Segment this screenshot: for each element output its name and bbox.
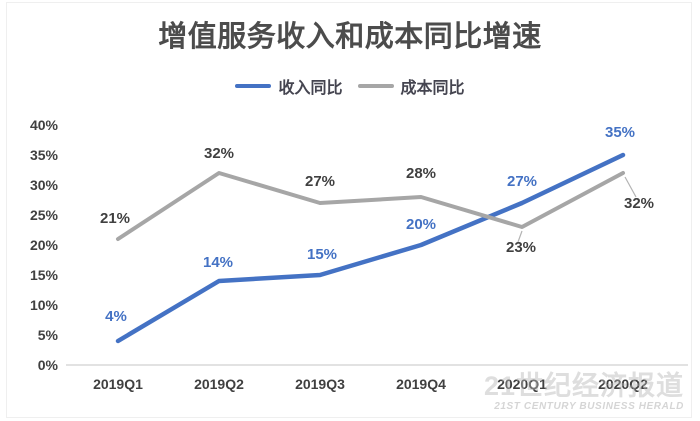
- revenue-line-swatch-icon: [235, 84, 272, 88]
- chart-title: 增值服务收入和成本同比增速: [158, 21, 542, 53]
- data-label: 21%: [100, 210, 130, 227]
- x-axis-label: 2020Q2: [598, 376, 648, 392]
- data-label: 28%: [406, 165, 436, 182]
- legend-label-revenue: 收入同比: [278, 80, 343, 97]
- y-axis-tick: 10%: [30, 297, 59, 313]
- x-axis-label: 2019Q3: [295, 376, 345, 392]
- y-axis-tick: 30%: [30, 177, 59, 193]
- data-label: 20%: [406, 216, 436, 233]
- y-axis-tick: 40%: [30, 117, 59, 133]
- x-axis-label: 2019Q2: [194, 376, 244, 392]
- y-axis-tick: 25%: [30, 207, 59, 223]
- y-axis-tick: 0%: [38, 357, 59, 373]
- data-label: 32%: [624, 195, 654, 212]
- revenue-line: [115, 152, 626, 344]
- data-label: 27%: [507, 173, 537, 190]
- data-label: 27%: [305, 173, 335, 190]
- legend-item-revenue: 收入同比: [235, 74, 343, 98]
- x-axis-label: 2019Q4: [396, 376, 446, 392]
- data-label: 23%: [506, 239, 536, 256]
- y-axis-tick: 15%: [30, 267, 59, 283]
- legend-label-cost: 成本同比: [400, 80, 465, 97]
- label-leader-line: [624, 176, 637, 198]
- y-axis-tick: 5%: [38, 327, 59, 343]
- data-label: 15%: [307, 246, 337, 263]
- data-label: 14%: [203, 254, 233, 271]
- y-axis-tick: 35%: [30, 147, 59, 163]
- cost-line: [116, 171, 625, 241]
- legend-item-cost: 成本同比: [357, 74, 465, 98]
- cost-line-swatch-icon: [357, 84, 394, 88]
- data-label: 35%: [605, 124, 635, 141]
- data-label: 32%: [204, 145, 234, 162]
- x-axis-label: 2020Q1: [497, 376, 547, 392]
- x-axis-label: 2019Q1: [93, 376, 143, 392]
- data-label: 4%: [105, 308, 127, 325]
- legend: 收入同比 成本同比: [0, 74, 700, 98]
- y-axis-tick: 20%: [30, 237, 59, 253]
- label-leader-line: [517, 230, 523, 243]
